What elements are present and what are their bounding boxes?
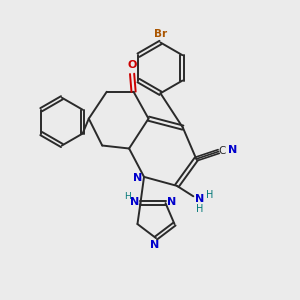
Text: H: H [206, 190, 213, 200]
Text: C: C [218, 146, 225, 157]
Text: N: N [228, 145, 238, 155]
Text: N: N [167, 197, 177, 207]
Text: O: O [128, 61, 137, 70]
Text: N: N [150, 240, 159, 250]
Text: H: H [196, 204, 203, 214]
Text: N: N [130, 197, 139, 207]
Text: Br: Br [154, 29, 167, 39]
Text: N: N [195, 194, 204, 204]
Text: H: H [124, 192, 131, 201]
Text: N: N [133, 173, 142, 183]
